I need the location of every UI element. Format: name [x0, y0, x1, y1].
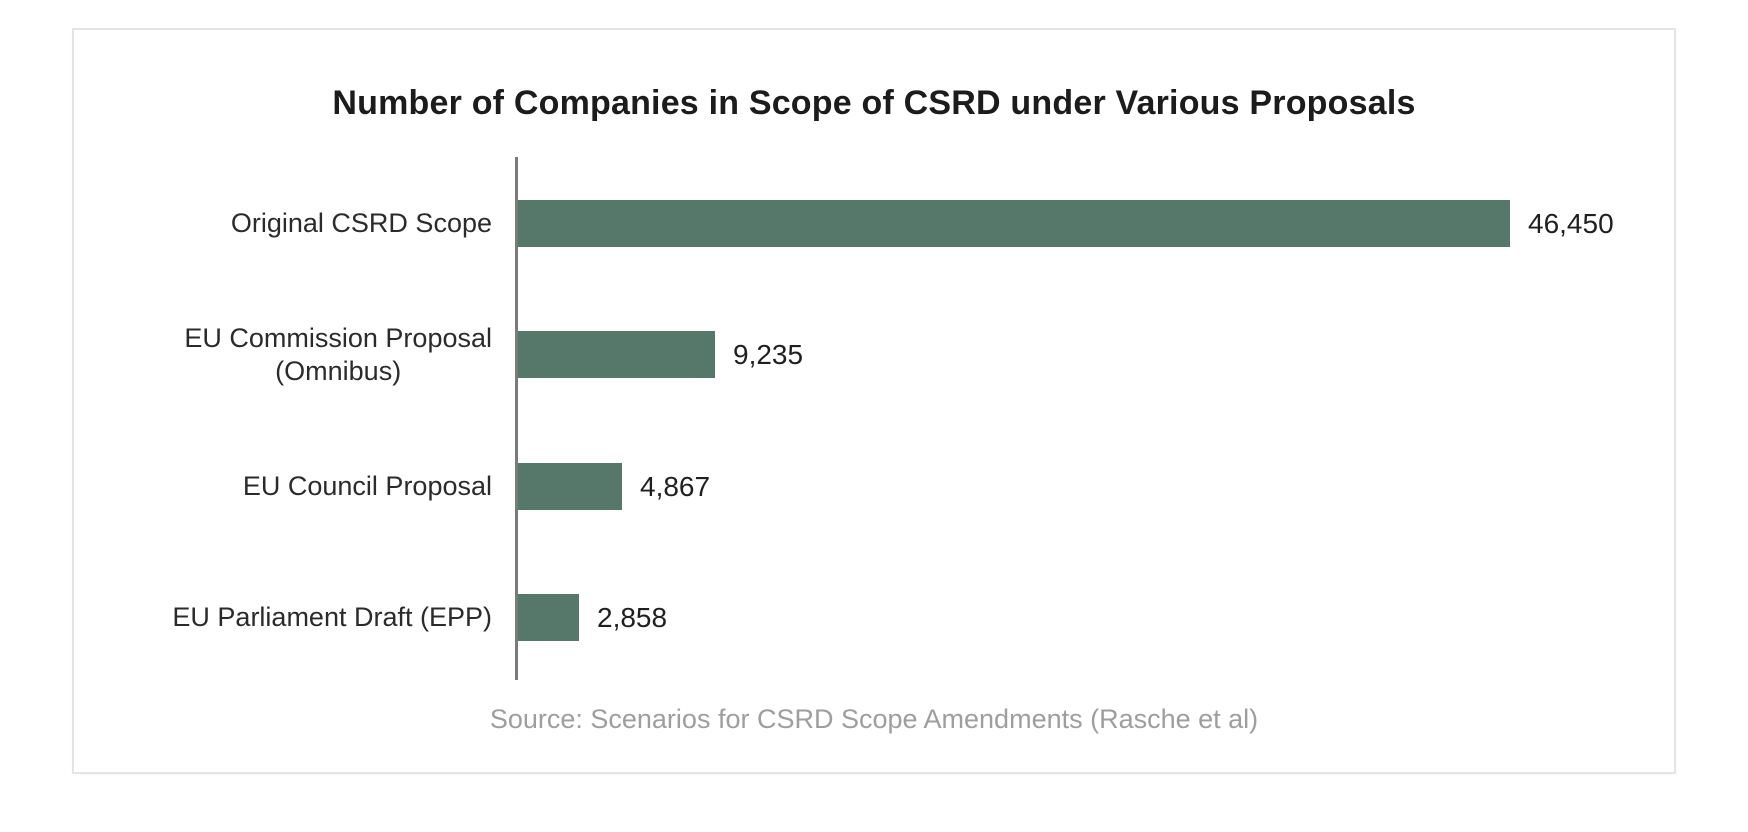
category-label-text: EU Commission Proposal (Omnibus)	[184, 322, 492, 386]
category-label: Original CSRD Scope	[74, 200, 492, 247]
category-label: EU Parliament Draft (EPP)	[74, 594, 492, 641]
category-label-text: EU Council Proposal	[242, 471, 492, 501]
category-label-text: Original CSRD Scope	[230, 208, 492, 238]
category-label: EU Council Proposal	[74, 463, 492, 510]
value-label: 9,235	[733, 338, 804, 370]
value-label: 2,858	[597, 601, 668, 633]
value-label: 4,867	[640, 470, 711, 502]
category-label-text: EU Parliament Draft (EPP)	[172, 602, 492, 632]
bar	[518, 200, 1510, 247]
chart-card: Number of Companies in Scope of CSRD und…	[72, 28, 1676, 774]
bar	[518, 463, 622, 510]
category-label: EU Commission Proposal (Omnibus)	[74, 323, 492, 386]
source-caption: Source: Scenarios for CSRD Scope Amendme…	[489, 704, 1259, 734]
bar-chart: Original CSRD Scope 46,450 EU Commission P…	[74, 30, 1674, 772]
y-axis-line	[515, 157, 518, 680]
bar	[518, 331, 715, 378]
value-label: 46,450	[1528, 207, 1614, 239]
chart-title: Number of Companies in Scope of CSRD und…	[332, 84, 1416, 122]
bar	[518, 594, 579, 641]
